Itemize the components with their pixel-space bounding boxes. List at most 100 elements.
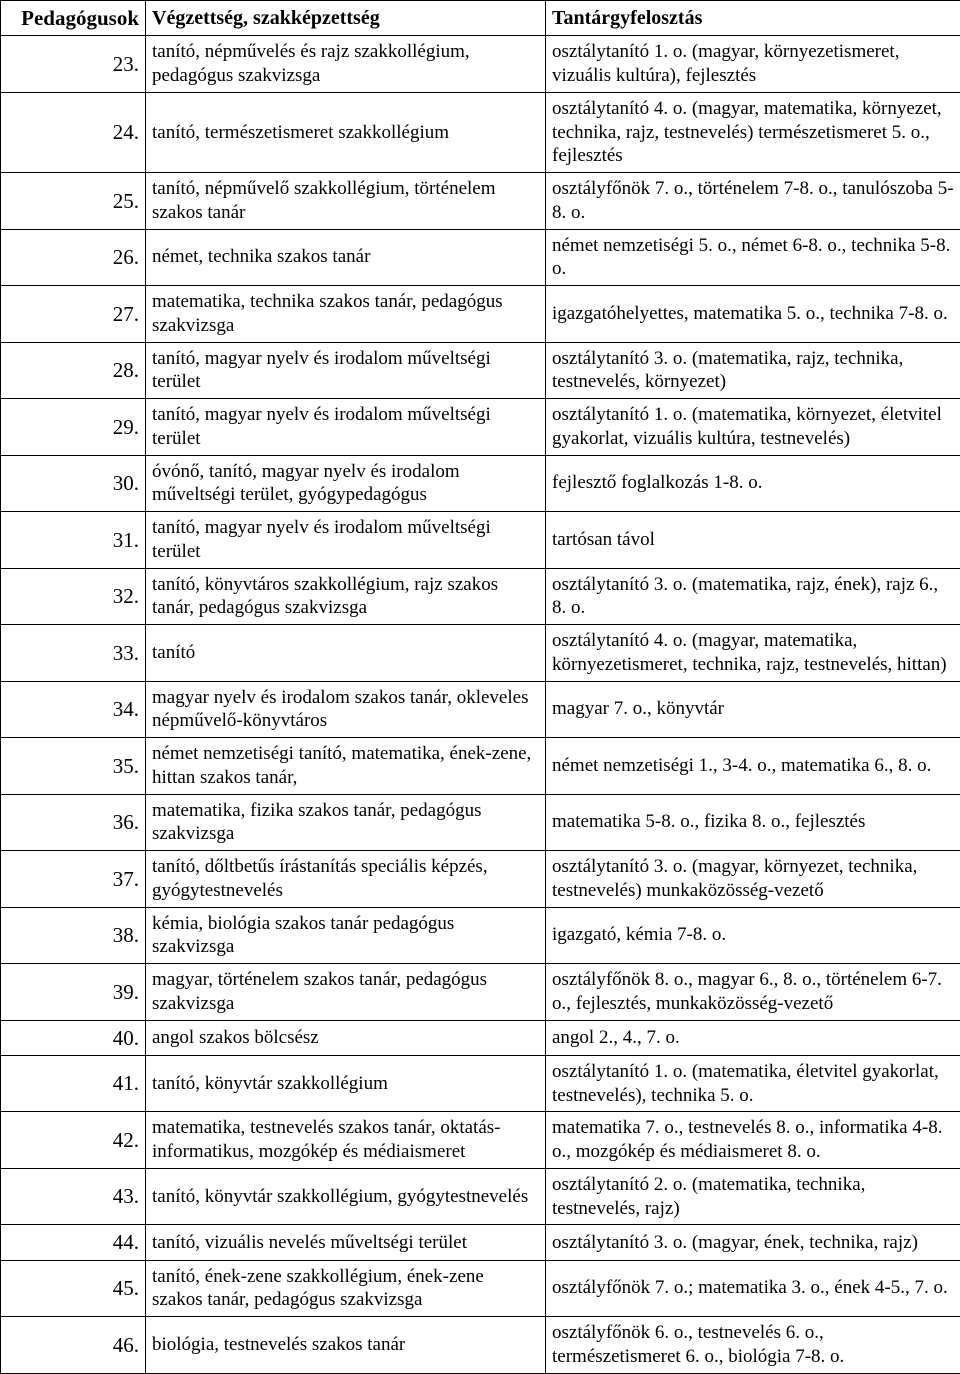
cell-qualification: tanító, magyar nyelv és irodalom művelts… — [146, 399, 546, 456]
cell-num: 41. — [1, 1055, 146, 1112]
table-row: 36.matematika, fizika szakos tanár, peda… — [1, 794, 960, 851]
cell-subject: osztálytanító 4. o. (magyar, matematika,… — [546, 92, 960, 172]
table-row: 44.tanító, vizuális nevelés műveltségi t… — [1, 1225, 960, 1260]
cell-subject: fejlesztő foglalkozás 1-8. o. — [546, 455, 960, 512]
cell-qualification: matematika, technika szakos tanár, pedag… — [146, 286, 546, 343]
cell-subject: igazgató, kémia 7-8. o. — [546, 907, 960, 964]
cell-qualification: óvónő, tanító, magyar nyelv és irodalom … — [146, 455, 546, 512]
cell-num: 33. — [1, 625, 146, 682]
table-row: 28.tanító, magyar nyelv és irodalom műve… — [1, 342, 960, 399]
cell-subject: osztálytanító 3. o. (matematika, rajz, t… — [546, 342, 960, 399]
cell-subject: német nemzetiségi 5. o., német 6-8. o., … — [546, 229, 960, 286]
table-row: 37.tanító, dőltbetűs írástanítás speciál… — [1, 851, 960, 908]
header-tantargyfelosztas: Tantárgyfelosztás — [546, 1, 960, 36]
cell-num: 36. — [1, 794, 146, 851]
cell-qualification: biológia, testnevelés szakos tanár — [146, 1317, 546, 1374]
cell-num: 40. — [1, 1020, 146, 1055]
header-pedagogusok: Pedagógusok — [1, 1, 146, 36]
table-body: 23.tanító, népművelés és rajz szakkollég… — [1, 36, 960, 1373]
cell-qualification: német nemzetiségi tanító, matematika, én… — [146, 738, 546, 795]
cell-qualification: magyar, történelem szakos tanár, pedagóg… — [146, 964, 546, 1021]
cell-num: 38. — [1, 907, 146, 964]
cell-qualification: tanító, népművelő szakkollégium, történe… — [146, 173, 546, 230]
cell-subject: osztálytanító 2. o. (matematika, technik… — [546, 1168, 960, 1225]
pedagogus-table: Pedagógusok Végzettség, szakképzettség T… — [0, 0, 960, 1374]
cell-num: 43. — [1, 1168, 146, 1225]
cell-subject: osztálytanító 1. o. (magyar, környezetis… — [546, 36, 960, 93]
cell-subject: osztálytanító 1. o. (matematika, életvit… — [546, 1055, 960, 1112]
table-header-row: Pedagógusok Végzettség, szakképzettség T… — [1, 1, 960, 36]
table-row: 38.kémia, biológia szakos tanár pedagógu… — [1, 907, 960, 964]
table-row: 31.tanító, magyar nyelv és irodalom műve… — [1, 512, 960, 569]
cell-subject: osztálytanító 4. o. (magyar, matematika,… — [546, 625, 960, 682]
cell-subject: osztályfőnök 7. o., történelem 7-8. o., … — [546, 173, 960, 230]
cell-num: 29. — [1, 399, 146, 456]
cell-num: 32. — [1, 568, 146, 625]
cell-subject: osztályfőnök 7. o.; matematika 3. o., én… — [546, 1260, 960, 1317]
table-row: 42.matematika, testnevelés szakos tanár,… — [1, 1112, 960, 1169]
cell-qualification: magyar nyelv és irodalom szakos tanár, o… — [146, 681, 546, 738]
table-row: 33.tanítóosztálytanító 4. o. (magyar, ma… — [1, 625, 960, 682]
table-row: 43.tanító, könyvtár szakkollégium, gyógy… — [1, 1168, 960, 1225]
table-row: 30.óvónő, tanító, magyar nyelv és irodal… — [1, 455, 960, 512]
cell-qualification: tanító, magyar nyelv és irodalom művelts… — [146, 512, 546, 569]
table-row: 29.tanító, magyar nyelv és irodalom műve… — [1, 399, 960, 456]
cell-num: 23. — [1, 36, 146, 93]
header-vegzettseg: Végzettség, szakképzettség — [146, 1, 546, 36]
cell-subject: német nemzetiségi 1., 3-4. o., matematik… — [546, 738, 960, 795]
table-row: 23.tanító, népművelés és rajz szakkollég… — [1, 36, 960, 93]
cell-subject: matematika 7. o., testnevelés 8. o., inf… — [546, 1112, 960, 1169]
cell-qualification: tanító, magyar nyelv és irodalom művelts… — [146, 342, 546, 399]
cell-num: 37. — [1, 851, 146, 908]
cell-qualification: tanító, ének-zene szakkollégium, ének-ze… — [146, 1260, 546, 1317]
table-row: 24.tanító, természetismeret szakkollégiu… — [1, 92, 960, 172]
cell-subject: osztályfőnök 6. o., testnevelés 6. o., t… — [546, 1317, 960, 1374]
table-row: 34.magyar nyelv és irodalom szakos tanár… — [1, 681, 960, 738]
table-row: 45.tanító, ének-zene szakkollégium, ének… — [1, 1260, 960, 1317]
table-row: 46.biológia, testnevelés szakos tanárosz… — [1, 1317, 960, 1374]
table-row: 41.tanító, könyvtár szakkollégiumosztály… — [1, 1055, 960, 1112]
cell-subject: igazgatóhelyettes, matematika 5. o., tec… — [546, 286, 960, 343]
cell-qualification: angol szakos bölcsész — [146, 1020, 546, 1055]
cell-qualification: tanító — [146, 625, 546, 682]
cell-num: 31. — [1, 512, 146, 569]
cell-qualification: kémia, biológia szakos tanár pedagógus s… — [146, 907, 546, 964]
table-row: 32.tanító, könyvtáros szakkollégium, raj… — [1, 568, 960, 625]
table-row: 27.matematika, technika szakos tanár, pe… — [1, 286, 960, 343]
cell-subject: osztálytanító 3. o. (magyar, környezet, … — [546, 851, 960, 908]
cell-subject: matematika 5-8. o., fizika 8. o., fejles… — [546, 794, 960, 851]
cell-num: 24. — [1, 92, 146, 172]
table-header: Pedagógusok Végzettség, szakképzettség T… — [1, 1, 960, 36]
cell-qualification: német, technika szakos tanár — [146, 229, 546, 286]
table-row: 35.német nemzetiségi tanító, matematika,… — [1, 738, 960, 795]
table-row: 25.tanító, népművelő szakkollégium, tört… — [1, 173, 960, 230]
table-row: 40.angol szakos bölcsészangol 2., 4., 7.… — [1, 1020, 960, 1055]
cell-subject: angol 2., 4., 7. o. — [546, 1020, 960, 1055]
cell-num: 26. — [1, 229, 146, 286]
cell-qualification: matematika, testnevelés szakos tanár, ok… — [146, 1112, 546, 1169]
cell-num: 46. — [1, 1317, 146, 1374]
cell-num: 35. — [1, 738, 146, 795]
cell-num: 28. — [1, 342, 146, 399]
cell-subject: osztálytanító 1. o. (matematika, környez… — [546, 399, 960, 456]
cell-num: 42. — [1, 1112, 146, 1169]
table-row: 26.német, technika szakos tanárnémet nem… — [1, 229, 960, 286]
table-row: 39.magyar, történelem szakos tanár, peda… — [1, 964, 960, 1021]
cell-num: 27. — [1, 286, 146, 343]
cell-qualification: tanító, vizuális nevelés műveltségi terü… — [146, 1225, 546, 1260]
cell-subject: osztálytanító 3. o. (magyar, ének, techn… — [546, 1225, 960, 1260]
cell-qualification: tanító, népművelés és rajz szakkollégium… — [146, 36, 546, 93]
cell-qualification: tanító, dőltbetűs írástanítás speciális … — [146, 851, 546, 908]
cell-qualification: tanító, könyvtár szakkollégium, gyógytes… — [146, 1168, 546, 1225]
cell-num: 39. — [1, 964, 146, 1021]
cell-subject: osztályfőnök 8. o., magyar 6., 8. o., tö… — [546, 964, 960, 1021]
cell-qualification: tanító, természetismeret szakkollégium — [146, 92, 546, 172]
cell-subject: magyar 7. o., könyvtár — [546, 681, 960, 738]
cell-num: 25. — [1, 173, 146, 230]
cell-qualification: tanító, könyvtáros szakkollégium, rajz s… — [146, 568, 546, 625]
cell-num: 45. — [1, 1260, 146, 1317]
cell-num: 44. — [1, 1225, 146, 1260]
cell-num: 34. — [1, 681, 146, 738]
cell-qualification: matematika, fizika szakos tanár, pedagóg… — [146, 794, 546, 851]
cell-qualification: tanító, könyvtár szakkollégium — [146, 1055, 546, 1112]
